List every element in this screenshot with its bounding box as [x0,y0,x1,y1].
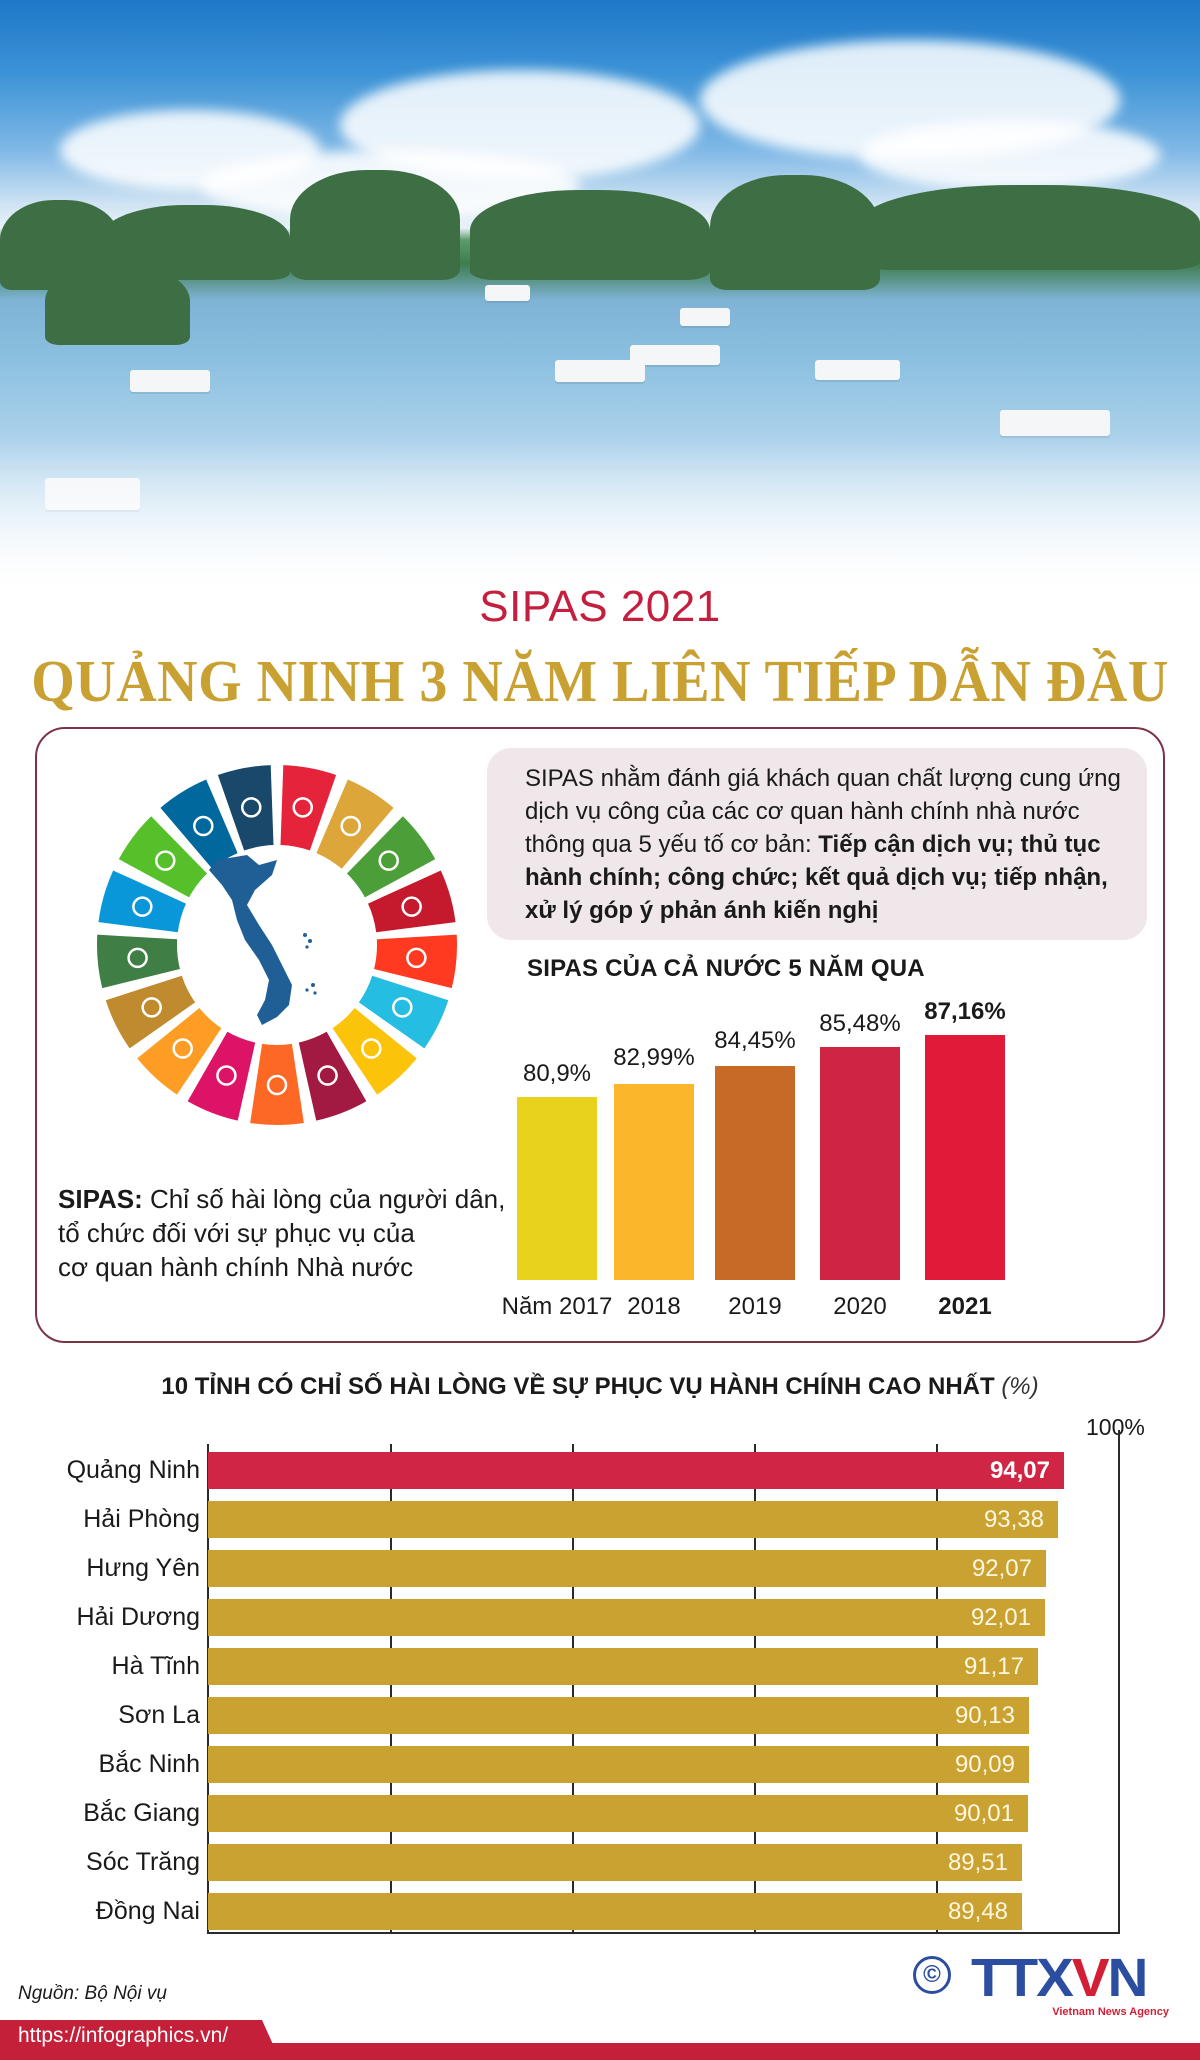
vietnam-map-icon [209,855,292,1025]
bar-value-2017: 80,9% [522,1060,592,1087]
province-bar: 90,09 [208,1746,1029,1783]
sdg-segment-icon [346,816,436,898]
sdg-segment-icon [187,1031,256,1121]
bar-value-2018: 82,99% [613,1044,695,1071]
province-value: 91,17 [963,1653,1024,1680]
province-label: Hải Phòng [83,1505,200,1533]
gridline [207,1444,209,1934]
province-bar: 91,17 [208,1648,1038,1685]
gridline [936,1444,938,1934]
ttxvn-logo: © TTXVN Vietnam News Agency [913,1950,1173,2026]
year-label-2018: 2018 [627,1293,681,1320]
province-bar: 89,51 [208,1844,1022,1881]
logo-text: TTXVN [971,1948,1148,2008]
sdg-segment-icon [217,765,274,851]
province-bar: 90,13 [208,1697,1029,1734]
hero-photo-ha-long-bay [0,0,1200,600]
definition-term: SIPAS: [58,1184,143,1214]
sdg-segment-icon [280,765,337,851]
bar-2018 [614,1084,694,1280]
bar-2017 [517,1097,597,1280]
province-value: 89,48 [947,1898,1008,1925]
province-label: Đồng Nai [95,1897,200,1925]
sdg-segment-icon [160,779,238,869]
chart2-unit: (%) [1001,1373,1039,1400]
province-bar: 93,38 [208,1501,1058,1538]
footer-url-link[interactable]: https://infographics.vn/ [18,2024,229,2047]
gridline-100 [1118,1430,1120,1934]
province-bar: 89,48 [208,1893,1022,1930]
callout-bold-text: Tiếp cận dịch vụ; thủ tục hành chính; cô… [525,831,1108,924]
sdg-segment-icon [137,1008,222,1095]
logo-subtitle: Vietnam News Agency [1052,2006,1169,2018]
chart2-title-text: 10 TỈNH CÓ CHỈ SỐ HÀI LÒNG VỀ SỰ PHỤC VỤ… [161,1373,995,1400]
year-label-2019: 2019 [728,1293,782,1320]
sipas-description-callout: SIPAS nhằm đánh giá khách quan chất lượn… [487,748,1147,940]
definition-line-2: tổ chức đối với sự phục vụ của [58,1218,415,1248]
callout-normal-text: SIPAS nhằm đánh giá khách quan chất lượn… [525,765,1121,858]
sdg-segment-icon [332,1008,417,1095]
sdg-segment-icon [316,779,394,869]
province-value: 90,13 [954,1702,1015,1729]
sdg-segment-icon [97,934,180,989]
subtitle: SIPAS 2021 [479,582,721,631]
province-bar: 94,07 [208,1452,1064,1489]
province-bar: 92,07 [208,1550,1046,1587]
footer-url-tab [0,2020,280,2060]
province-value: 94,07 [989,1457,1050,1484]
province-value: 92,01 [970,1604,1031,1631]
definition-line-3: cơ quan hành chính Nhà nước [58,1252,414,1282]
province-value: 90,09 [954,1751,1015,1778]
sdg-segment-icon [98,870,186,933]
province-bar: 92,01 [208,1599,1045,1636]
sdg-segment-icon [298,1031,367,1121]
chart1-title: SIPAS CỦA CẢ NƯỚC 5 NĂM QUA [527,955,925,982]
province-label: Hưng Yên [86,1554,200,1582]
province-label: Hà Tĩnh [111,1652,200,1680]
province-label: Bắc Ninh [98,1750,200,1778]
page-title: QUẢNG NINH 3 NĂM LIÊN TIẾP DẪN ĐẦU [31,649,1169,715]
year-label-2020: 2020 [833,1293,887,1320]
province-label: Bắc Giang [83,1799,200,1827]
bar-2019 [715,1066,795,1280]
definition-line-1: Chỉ số hài lòng của người dân, [150,1184,506,1214]
province-value: 92,07 [971,1555,1032,1582]
copyright-icon: © [913,1956,951,1994]
gridline [572,1444,574,1934]
sdg-segment-icon [118,816,208,898]
sdg-segment-icon [250,1043,304,1125]
province-bar: 90,01 [208,1795,1028,1832]
axis-baseline [207,1932,1120,1934]
year-label-2021: 2021 [938,1293,992,1320]
province-label: Quảng Ninh [66,1456,200,1484]
axis-max-label: 100% [1086,1414,1145,1440]
province-value: 89,51 [947,1849,1008,1876]
province-label: Sơn La [118,1701,200,1729]
chart2-title: 10 TỈNH CÓ CHỈ SỐ HÀI LÒNG VỀ SỰ PHỤC VỤ… [0,1373,1200,1401]
sdg-wheel-icon [97,765,457,1125]
province-label: Hải Dương [76,1603,200,1631]
bar-value-2020: 85,48% [819,1010,901,1037]
bar-2021 [925,1035,1005,1280]
province-label: Sóc Trăng [86,1848,200,1876]
footer-band [0,2043,1200,2060]
bar-2020 [820,1047,900,1280]
bar-value-2021: 87,16% [924,998,1006,1025]
sdg-segment-icon [374,934,457,989]
bar-value-2019: 84,45% [714,1027,796,1054]
year-label-2017: Năm 2017 [501,1293,613,1320]
sdg-segment-icon [358,975,449,1049]
sdg-segment-icon [105,975,196,1049]
source-note: Nguồn: Bộ Nội vụ [18,1983,167,2004]
sipas-definition: SIPAS: Chỉ số hài lòng của người dân, tổ… [58,1182,508,1284]
province-value: 93,38 [983,1506,1044,1533]
gridline [390,1444,392,1934]
sdg-segment-icon [368,870,456,933]
province-value: 90,01 [953,1800,1014,1827]
gridline [754,1444,756,1934]
